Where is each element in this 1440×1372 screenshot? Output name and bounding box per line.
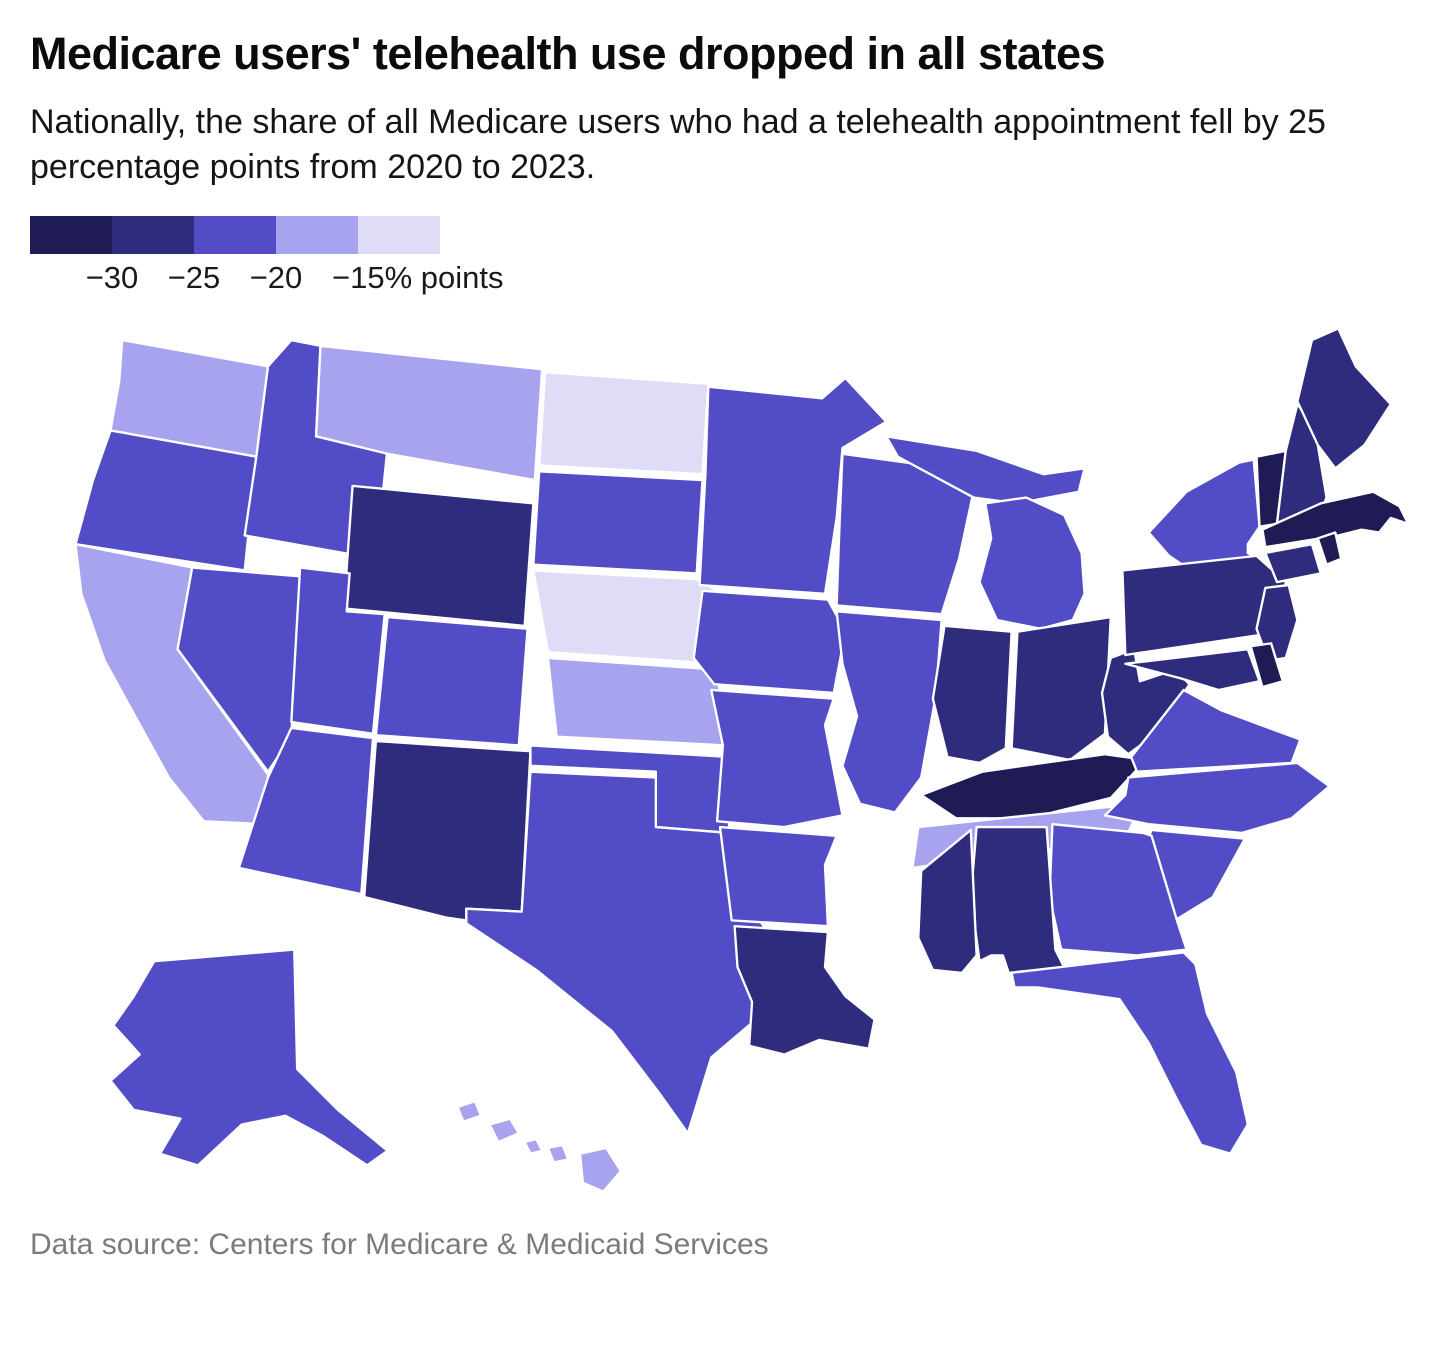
legend-swatch-1 [112, 215, 194, 254]
alaska-inset [109, 947, 389, 1167]
legend-swatches [30, 215, 1410, 254]
state-va [1130, 688, 1302, 773]
state-md [1124, 647, 1261, 691]
state-nc [1103, 761, 1331, 834]
state-or [74, 428, 258, 572]
state-hi-island-3 [523, 1137, 544, 1155]
hawaii-inset [456, 1099, 623, 1193]
legend-tick-label: −20 [249, 259, 303, 295]
legend-labels: −30 −25 −20 −15% points [30, 258, 1410, 302]
state-mi-upper [885, 434, 1086, 505]
legend-swatch-4 [358, 215, 440, 254]
state-mt [314, 344, 544, 481]
state-ia [692, 589, 847, 694]
state-wy [342, 484, 535, 627]
data-source-note: Data source: Centers for Medicare & Medi… [30, 1227, 769, 1261]
page-subtitle: Nationally, the share of all Medicare us… [30, 102, 1326, 186]
color-legend: −30 −25 −20 −15% points [30, 215, 1410, 302]
us-choropleth-map [74, 326, 1410, 1193]
legend-tick-label: −30 [85, 259, 139, 295]
state-az [237, 726, 375, 895]
mainland-states [74, 326, 1410, 1155]
state-mn [698, 376, 888, 595]
legend-swatch-2 [194, 215, 276, 254]
state-hi-island-5 [578, 1146, 623, 1193]
legend-swatch-0 [30, 215, 112, 254]
state-nd [538, 370, 710, 475]
state-mo [710, 688, 844, 828]
state-ma [1261, 490, 1410, 548]
state-ms [917, 828, 978, 974]
state-co [374, 615, 529, 747]
state-ks [546, 656, 727, 747]
state-hi-island-1 [456, 1099, 483, 1123]
state-ct [1264, 542, 1322, 583]
legend-tick-label: −25 [167, 259, 221, 295]
page-title: Medicare users' telehealth use dropped i… [30, 28, 1106, 79]
state-ri [1316, 530, 1343, 566]
page: Medicare users' telehealth use dropped i… [0, 28, 1440, 302]
state-hi-island-2 [488, 1117, 520, 1143]
state-sd [532, 469, 704, 575]
choropleth-map-container [20, 308, 1420, 1212]
state-il [835, 609, 943, 814]
state-ut [290, 565, 386, 735]
state-me [1296, 326, 1392, 470]
state-de [1249, 641, 1284, 688]
state-hi-island-4 [546, 1143, 570, 1164]
state-mi-lower [978, 495, 1086, 630]
state-in [931, 624, 1013, 764]
state-ar [718, 825, 838, 927]
legend-swatch-3 [276, 215, 358, 254]
legend-tick-label: −15% points [332, 259, 504, 295]
state-oh [1010, 615, 1112, 761]
state-la [733, 924, 876, 1056]
state-tx [465, 769, 786, 1134]
state-nm [363, 739, 532, 922]
state-fl [1010, 950, 1249, 1155]
state-nj [1255, 583, 1299, 662]
state-ak [109, 947, 389, 1167]
